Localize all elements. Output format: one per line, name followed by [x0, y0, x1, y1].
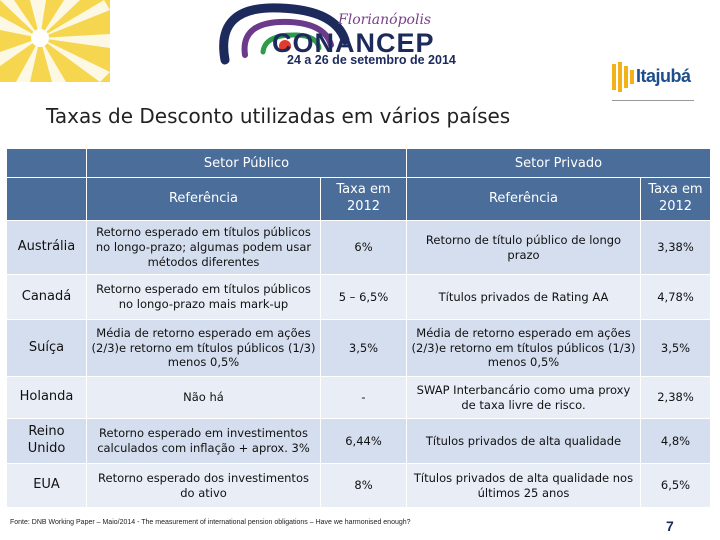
conference-logo-icon [219, 3, 350, 65]
public-rate-cell: 6% [320, 220, 407, 275]
header-public-sector: Setor Público [86, 148, 407, 178]
corner-cell [6, 148, 87, 178]
source-footnote: Fonte: DNB Working Paper – Maio/2014 - T… [10, 519, 411, 526]
corner-cell [6, 177, 87, 221]
table-row: Reino Unido Retorno esperado em investim… [6, 418, 711, 464]
starburst-icon [0, 0, 110, 82]
country-cell: Suíça [6, 319, 87, 377]
table-row: EUA Retorno esperado dos investimentos d… [6, 463, 711, 508]
public-rate-cell: 6,44% [320, 418, 407, 464]
private-reference-cell: Média de retorno esperado em ações (2/3)… [406, 319, 641, 377]
table-row: Holanda Não há - SWAP Interbancário como… [6, 376, 711, 419]
private-reference-cell: Títulos privados de alta qualidade nos ú… [406, 463, 641, 508]
country-cell: Holanda [6, 376, 87, 419]
itajuba-mark-icon [612, 62, 634, 92]
private-rate-cell: 4,8% [640, 418, 711, 464]
table-row: Canadá Retorno esperado em títulos públi… [6, 274, 711, 320]
conference-name: CONANCEP [272, 28, 435, 58]
country-cell: Canadá [6, 274, 87, 320]
public-reference-cell: Média de retorno esperado em ações (2/3)… [86, 319, 321, 377]
header-public-reference: Referência [86, 177, 321, 221]
header-public-rate: Taxa em 2012 [320, 177, 407, 221]
public-reference-cell: Retorno esperado em títulos públicos no … [86, 274, 321, 320]
discount-rates-table: Setor Público Setor Privado Referência T… [6, 148, 711, 508]
private-reference-cell: SWAP Interbancário como uma proxy de tax… [406, 376, 641, 419]
itajuba-divider [612, 100, 694, 101]
public-reference-cell: Não há [86, 376, 321, 419]
private-rate-cell: 6,5% [640, 463, 711, 508]
private-reference-cell: Retorno de título público de longo prazo [406, 220, 641, 275]
public-rate-cell: - [320, 376, 407, 419]
country-cell: Austrália [6, 220, 87, 275]
private-rate-cell: 3,5% [640, 319, 711, 377]
public-rate-cell: 3,5% [320, 319, 407, 377]
itajuba-name: Itajubá [636, 66, 691, 86]
public-rate-cell: 8% [320, 463, 407, 508]
private-rate-cell: 2,38% [640, 376, 711, 419]
public-rate-cell: 5 – 6,5% [320, 274, 407, 320]
public-reference-cell: Retorno esperado em investimentos calcul… [86, 418, 321, 464]
header-private-sector: Setor Privado [406, 148, 711, 178]
slide-title: Taxas de Desconto utilizadas em vários p… [46, 104, 511, 128]
public-reference-cell: Retorno esperado dos investimentos do at… [86, 463, 321, 508]
country-cell: Reino Unido [6, 418, 87, 464]
conference-header: Florianópolis CONANCEP 24 a 26 de setemb… [0, 0, 720, 101]
table-row: Suíça Média de retorno esperado em ações… [6, 319, 711, 377]
private-rate-cell: 3,38% [640, 220, 711, 275]
page-number: 7 [666, 518, 674, 534]
private-rate-cell: 4,78% [640, 274, 711, 320]
header-private-reference: Referência [406, 177, 641, 221]
conference-city: Florianópolis [338, 12, 432, 28]
private-reference-cell: Títulos privados de alta qualidade [406, 418, 641, 464]
conference-dates: 24 a 26 de setembro de 2014 [287, 53, 456, 67]
table-row: Austrália Retorno esperado em títulos pú… [6, 220, 711, 275]
private-reference-cell: Títulos privados de Rating AA [406, 274, 641, 320]
country-cell: EUA [6, 463, 87, 508]
itajuba-logo: Itajubá [612, 62, 694, 104]
header-private-rate: Taxa em 2012 [640, 177, 711, 221]
public-reference-cell: Retorno esperado em títulos públicos no … [86, 220, 321, 275]
